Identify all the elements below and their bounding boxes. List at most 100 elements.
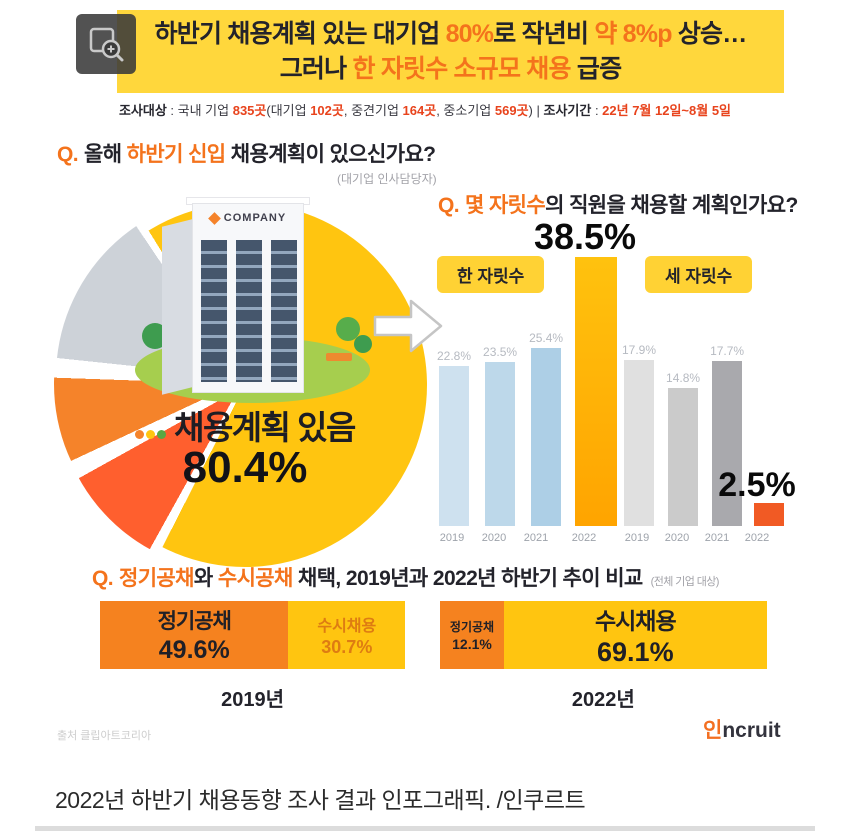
survey-meta: 조사대상 : 국내 기업 835곳(대기업 102곳, 중견기업 164곳, 중… bbox=[85, 100, 765, 119]
bar-column bbox=[575, 256, 618, 526]
flower-icon bbox=[135, 409, 168, 447]
segment-name: 수시채용 bbox=[594, 608, 677, 634]
company-building-illustration: COMPANY bbox=[135, 185, 375, 420]
segment-susi-2022: 수시채용 69.1 bbox=[504, 601, 767, 669]
survey-segment: ) | bbox=[528, 103, 544, 118]
headline-segment: 급증 bbox=[570, 54, 622, 83]
bar-value: 17.7 bbox=[710, 344, 744, 358]
bar-value: 25.4 bbox=[529, 331, 563, 345]
survey-segment: 22년 7월 12일~8월 5일 bbox=[602, 103, 732, 118]
question-prefix: Q. bbox=[438, 194, 460, 217]
incruit-logo: 인ncruit bbox=[703, 714, 781, 744]
year-tick: 2019 bbox=[624, 532, 650, 544]
survey-segment: 조사대상 bbox=[118, 103, 167, 118]
survey-segment: , 중견기업 bbox=[343, 103, 403, 118]
stacked-bar-year: 2022년 bbox=[571, 689, 635, 711]
year-tick: 2020 bbox=[664, 532, 690, 544]
x-axis-years-three-digit: 2019 2020 2021 2022 bbox=[622, 532, 772, 544]
survey-segment: : bbox=[591, 103, 603, 118]
survey-segment: 164곳 bbox=[402, 103, 437, 118]
zoom-button[interactable] bbox=[76, 14, 136, 74]
window-column bbox=[201, 240, 227, 382]
segment-value: 49.6 bbox=[159, 636, 230, 665]
headline-line-1: 하반기 채용계획 있는 대기업 80%로 작년비 약 8%p 상승… bbox=[154, 17, 748, 52]
year-tick: 2019 bbox=[439, 532, 465, 544]
survey-segment: : 국내 기업 bbox=[166, 103, 233, 118]
question-prefix: Q. bbox=[92, 567, 114, 590]
question-segment: 와 bbox=[193, 567, 218, 590]
tree-icon bbox=[354, 335, 372, 353]
headline-segment: 그러나 bbox=[279, 54, 353, 83]
stacked-bar-2022: 정기공채 12.1 수시채용 69.1 2022년 bbox=[440, 601, 767, 712]
survey-segment: 조사기간 bbox=[543, 103, 592, 118]
headline-banner: 하반기 채용계획 있는 대기업 80%로 작년비 약 8%p 상승… 그러나 한… bbox=[117, 10, 784, 93]
headline-segment: 하반기 채용계획 있는 대기업 bbox=[154, 19, 446, 48]
headline-segment: 한 자릿수 소규모 채용 bbox=[352, 54, 571, 83]
segment-jeonggi-2019: 정기공채 49.6 bbox=[100, 601, 289, 669]
segment-name: 정기공채 bbox=[449, 620, 495, 634]
question-1: Q. 올해 하반기 신입 채용계획이 있으신가요? bbox=[57, 138, 436, 168]
headline-segment: 상승… bbox=[671, 19, 747, 48]
bar-2022-highlight bbox=[754, 502, 785, 526]
next-image-edge bbox=[35, 826, 815, 831]
x-axis-years-single-digit: 2019 2020 2021 2022 bbox=[437, 532, 605, 544]
year-tick: 2022 bbox=[571, 532, 597, 544]
bar-value: 17.9 bbox=[622, 343, 656, 357]
question-segment: 몇 자릿수 bbox=[464, 194, 546, 217]
bar-column: 25.4 bbox=[529, 331, 563, 526]
headline-segment: 로 작년비 bbox=[493, 19, 595, 48]
segment-value: 12.1 bbox=[452, 636, 492, 652]
bar-2019 bbox=[624, 359, 655, 526]
building-sign-text: COMPANY bbox=[223, 212, 287, 224]
bar-group-label-single-digit: 한 자릿수 bbox=[437, 256, 545, 293]
question-1-note: (대기업 인사담당자) bbox=[337, 172, 437, 186]
segment-jeonggi-2022: 정기공채 12.1 bbox=[440, 601, 504, 669]
pie-label: 채용계획 있음 bbox=[105, 401, 385, 449]
image-source-note: 출처 클립아트코리아 bbox=[57, 730, 152, 742]
building-windows bbox=[201, 240, 297, 382]
highlight-value-three-digit: 2.5 bbox=[677, 466, 837, 505]
survey-segment: (대기업 bbox=[266, 103, 311, 118]
building-side bbox=[162, 219, 192, 395]
year-tick: 2020 bbox=[481, 532, 507, 544]
year-tick: 2021 bbox=[523, 532, 549, 544]
image-caption: 2022년 하반기 채용동향 조사 결과 인포그래픽. /인쿠르트 bbox=[55, 787, 586, 813]
magnifier-zoom-icon bbox=[89, 27, 124, 62]
bar-2021 bbox=[531, 348, 562, 526]
question-2: Q. 몇 자릿수의 직원을 채용할 계획인가요? bbox=[438, 189, 798, 219]
bar-column: 23.5 bbox=[483, 345, 517, 526]
bar-column: 17.9 bbox=[622, 343, 656, 526]
survey-segment: , 중소기업 bbox=[436, 103, 495, 118]
bar-2020 bbox=[485, 361, 516, 526]
bar-chart-three-digit: 17.9 14.8 17.7 bbox=[622, 230, 785, 526]
year-tick: 2022 bbox=[744, 532, 770, 544]
pie-label-text: 채용계획 있음 bbox=[174, 409, 356, 446]
headline-line-2: 그러나 한 자릿수 소규모 채용 급증 bbox=[280, 52, 622, 87]
stacked-bar-row: 정기공채 12.1 수시채용 69.1 bbox=[440, 601, 767, 669]
bench-icon bbox=[326, 353, 352, 361]
bar-group-label-three-digit: 세 자릿수 bbox=[645, 256, 753, 293]
survey-segment: 102곳 bbox=[310, 103, 344, 118]
headline-segment: 약 8%p bbox=[594, 19, 672, 48]
highlight-value-single-digit: 38.5 bbox=[500, 216, 670, 258]
question-segment: 채용계획이 있으신가요? bbox=[225, 143, 436, 166]
segment-susi-2019: 수시채용 30.7 bbox=[288, 601, 406, 669]
question-segment: 올해 bbox=[83, 143, 127, 166]
window-column bbox=[271, 240, 297, 382]
bar-chart-single-digit: 22.8 23.5 25.4 bbox=[437, 230, 618, 526]
bar-value: 23.5 bbox=[483, 345, 517, 359]
question-prefix: Q. bbox=[57, 143, 79, 166]
survey-segment: 569곳 bbox=[494, 103, 529, 118]
question-segment: 채택, 2019년과 2022년 하반기 추이 비교 bbox=[292, 567, 643, 590]
block-arrow-right-icon bbox=[373, 299, 443, 353]
bar-value: 14.8 bbox=[666, 371, 700, 385]
question-3-note: (전체 기업 대상) bbox=[650, 576, 720, 588]
stacked-bar-2019: 정기공채 49.6 수시채용 30.7 2019년 bbox=[100, 601, 406, 712]
bar-value: 22.8 bbox=[437, 349, 471, 363]
question-segment: 의 직원을 채용할 계획인가요? bbox=[545, 194, 798, 217]
question-segment: 정기공채 bbox=[118, 567, 194, 590]
bar-column bbox=[754, 502, 785, 526]
headline-segment: 80% bbox=[445, 19, 494, 48]
stacked-bar-row: 정기공채 49.6 수시채용 30.7 bbox=[100, 601, 406, 669]
bar-2020 bbox=[668, 388, 699, 526]
